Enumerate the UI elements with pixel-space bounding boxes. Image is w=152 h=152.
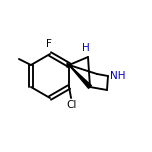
Polygon shape — [69, 65, 92, 88]
Text: Cl: Cl — [67, 100, 77, 110]
Text: H: H — [82, 43, 90, 53]
Text: NH: NH — [110, 71, 126, 81]
Polygon shape — [67, 62, 69, 67]
Text: F: F — [46, 39, 52, 49]
